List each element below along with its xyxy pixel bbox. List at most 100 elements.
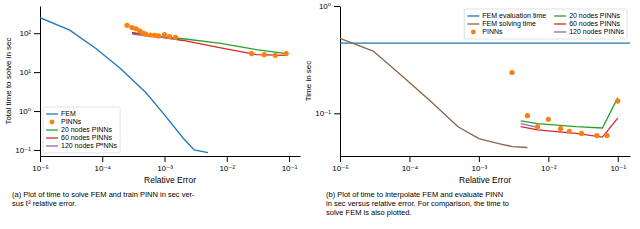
scatter-point <box>167 34 172 39</box>
tick: 10² <box>19 29 40 38</box>
caption: (b) Plot of time to interpolate FEM and … <box>326 190 509 217</box>
scatter-point <box>249 51 254 56</box>
series-line <box>132 33 286 53</box>
scatter-point <box>509 70 514 75</box>
legend-item: PINNs <box>471 28 503 35</box>
tick-label: 10⁻² <box>219 164 235 173</box>
point-layer <box>509 70 620 138</box>
panel: 10⁻⁵10⁻⁴10⁻³10⁻²10⁻¹10⁻¹10⁰10¹10²Relativ… <box>4 7 301 186</box>
caption-line: (a) Plot of time to solve FEM and train … <box>12 190 195 199</box>
legend-item: FEM solving time <box>467 20 536 28</box>
scatter-point <box>546 117 551 122</box>
tick-mark <box>479 156 480 162</box>
y-axis-title: Time in sec <box>304 61 313 102</box>
scatter-point <box>273 53 278 58</box>
tick: 10¹ <box>19 68 40 77</box>
tick-label: 10¹ <box>19 68 31 77</box>
scatter-point <box>615 98 620 103</box>
legend-label: FEM solving time <box>482 20 536 28</box>
tick-mark <box>618 156 619 162</box>
series-line <box>132 32 286 55</box>
legend-item: 120 nodes PᴿNNs <box>46 142 118 149</box>
scatter-point <box>567 129 572 134</box>
legend-label: 120 nodes PINNs <box>569 28 624 35</box>
legend-swatch <box>467 23 479 24</box>
tick-mark <box>40 156 41 162</box>
series-line <box>340 43 630 44</box>
tick: 10⁻² <box>541 156 557 173</box>
x-axis: 10⁻⁵10⁻⁴10⁻³10⁻²10⁻¹ <box>32 156 300 173</box>
tick: 10⁻⁵ <box>32 156 48 173</box>
axis-domain <box>340 7 341 157</box>
legend-item: FEM <box>46 110 76 117</box>
line-layer <box>40 18 286 153</box>
legend-swatch <box>46 145 58 146</box>
legend-item: PINNs <box>50 118 82 125</box>
scatter-point <box>162 32 167 37</box>
tick-label: 10⁻¹ <box>610 164 626 173</box>
tick-label: 10⁻⁴ <box>402 164 419 173</box>
tick-mark <box>34 150 40 151</box>
tick: 10⁻¹ <box>282 156 298 173</box>
legend-box <box>43 107 120 153</box>
legend-swatch <box>467 15 479 16</box>
y-axis-title: Total time to solve in sec <box>4 37 13 124</box>
legend: FEM evaluation timeFEM solving timePINNs… <box>464 9 627 39</box>
caption-line: in sec versus relative error. For compar… <box>326 199 509 208</box>
legend-swatch <box>50 120 55 125</box>
x-axis-title: Relative Error <box>459 175 511 185</box>
tick: 10⁻² <box>219 156 235 173</box>
tick-label: 10⁻¹ <box>15 146 31 155</box>
scatter-point <box>143 31 148 36</box>
legend: FEMPINNs20 nodes PINNs60 nodes PINNs120 … <box>43 107 120 153</box>
scatter-point <box>284 51 289 56</box>
tick-mark <box>548 156 549 162</box>
legend-label: 20 nodes PINNs <box>569 12 620 19</box>
legend-swatch <box>554 15 566 16</box>
scatter-point <box>594 133 599 138</box>
legend-label: PINNs <box>61 118 82 125</box>
scatter-point <box>262 52 267 57</box>
tick-label: 10⁰ <box>19 107 31 116</box>
caption-line: sus ℓ² relative error. <box>12 199 77 208</box>
tick-label: 10⁻⁵ <box>32 164 48 173</box>
tick: 10⁻³ <box>471 156 487 173</box>
scatter-point <box>173 35 178 40</box>
scatter-point <box>156 33 161 38</box>
legend-label: 60 nodes PINNs <box>569 20 620 27</box>
tick-mark <box>334 113 340 114</box>
legend-swatch <box>554 31 566 32</box>
tick: 10⁻¹ <box>315 109 340 118</box>
tick-mark <box>34 33 40 34</box>
legend-swatch <box>46 129 58 130</box>
tick-label: 10⁻⁴ <box>94 164 111 173</box>
scatter-point <box>558 126 563 131</box>
axis-domain <box>40 7 41 157</box>
scatter-point <box>525 113 530 118</box>
x-axis-title: Relative Error <box>144 175 196 185</box>
tick-mark <box>34 111 40 112</box>
tick-mark <box>34 72 40 73</box>
caption: (a) Plot of time to solve FEM and train … <box>12 190 195 208</box>
legend-label: FEM evaluation time <box>482 12 546 19</box>
legend-item: 60 nodes PINNs <box>46 134 112 141</box>
tick-mark <box>289 156 290 162</box>
caption-line: (b) Plot of time to interpolate FEM and … <box>326 190 503 199</box>
legend-swatch <box>46 137 58 138</box>
tick: 10⁻⁴ <box>402 156 419 173</box>
tick-mark <box>334 6 340 7</box>
panel: 10⁻⁵10⁻⁴10⁻³10⁻²10⁻¹10⁻¹10⁰Relative Erro… <box>304 2 631 185</box>
tick-mark <box>165 156 166 162</box>
scatter-point <box>579 131 584 136</box>
tick-label: 10⁰ <box>319 2 331 11</box>
line-layer <box>340 38 630 147</box>
tick: 10⁻¹ <box>15 146 40 155</box>
plot-area <box>340 38 630 147</box>
legend-item: 120 nodes PINNs <box>554 28 624 35</box>
axis-domain <box>41 156 301 157</box>
tick-mark <box>227 156 228 162</box>
y-axis: 10⁻¹ 10⁰ <box>315 2 340 156</box>
scatter-point <box>604 133 609 138</box>
series-line <box>40 18 208 153</box>
series-line <box>521 98 618 128</box>
